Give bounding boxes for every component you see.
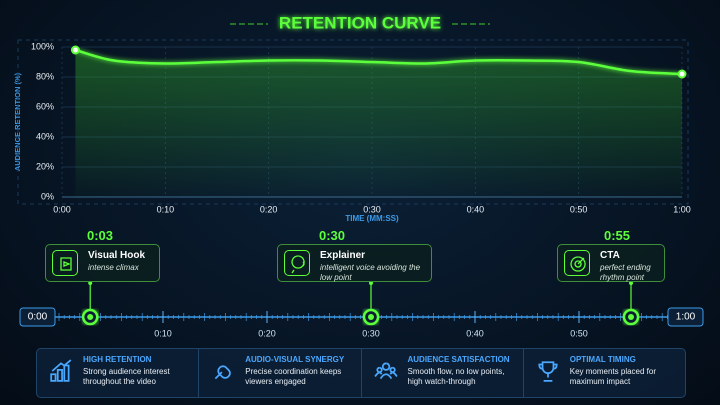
marker [628, 314, 634, 320]
callout-time: 0:55 [603, 228, 631, 243]
y-tick-label: 0% [41, 191, 54, 201]
timeline-endcap [667, 307, 704, 327]
feature-bar: HIGH RETENTION Strong audience interest t… [36, 348, 686, 398]
feature-icon [214, 365, 231, 380]
feature: AUDIO-VISUAL SYNERGY Precise coordination… [199, 349, 362, 397]
marker [87, 314, 94, 320]
icon [60, 257, 72, 271]
icon-shape [50, 359, 72, 382]
callout: Visual Hook intense climax [45, 244, 160, 282]
callout-time: 0:30 [318, 228, 346, 243]
end-point [70, 45, 80, 55]
callout-subtitle: intelligent voice avoiding the low point [320, 263, 421, 282]
feature: HIGH RETENTION Strong audience interest t… [37, 349, 200, 397]
x-tick-label: 0:40 [467, 204, 485, 214]
x-tick-label: 1:00 [673, 204, 691, 214]
y-tick-label: 60% [36, 101, 54, 111]
feature-icon [373, 362, 398, 380]
x-tick-label: 0:30 [363, 204, 381, 214]
marker [368, 314, 374, 320]
y-tick-label: 40% [36, 131, 54, 141]
feature-icon [50, 359, 72, 382]
feature-icon [538, 361, 558, 382]
timeline-tick-label: 0:40 [466, 328, 484, 338]
feature-text: Precise coordination keeps viewers engag… [245, 367, 342, 386]
icon-shape [60, 257, 72, 271]
timeline-tick-label: 0:10 [154, 328, 172, 338]
icon-shape [538, 361, 558, 382]
callout-title: Explainer [320, 250, 366, 261]
y-axis-label: AUDIENCE RETENTION (%) [13, 72, 22, 171]
timeline-tick-label: 0:50 [570, 328, 588, 338]
x-tick-label: 0:10 [157, 204, 175, 214]
timeline-endcap [19, 307, 56, 327]
icon-shape [373, 362, 398, 380]
x-tick-label: 0:20 [260, 204, 278, 214]
feature-title: AUDIENCE SATISFACTION [407, 355, 510, 364]
feature: AUDIENCE SATISFACTION Smooth flow, no low… [362, 349, 524, 397]
icon-shape [291, 255, 305, 274]
feature-text: Key moments placed for maximum impact [569, 367, 657, 386]
line [75, 48, 683, 76]
marker-dot [88, 281, 93, 285]
feature-title: HIGH RETENTION [83, 355, 152, 364]
icon [570, 256, 586, 272]
timeline-tick-label: 0:20 [258, 328, 276, 338]
y-tick-label: 80% [36, 71, 54, 81]
timeline-endcap-label: 1:00 [676, 312, 696, 323]
callout-subtitle: intense climax [88, 263, 139, 272]
x-tick-label: 0:50 [570, 204, 588, 214]
feature-text: Smooth flow, no low points, high watch-t… [407, 367, 505, 386]
callout-icon [52, 250, 78, 276]
y-tick-label: 20% [36, 161, 54, 171]
plot-frame [17, 39, 689, 205]
marker-dot [629, 281, 633, 285]
end-point [677, 69, 687, 79]
x-axis-label: TIME (MM:SS) [345, 214, 399, 223]
marker-dot [369, 281, 373, 285]
timeline-tick-label: 0:30 [362, 328, 380, 338]
callout-title: CTA [600, 250, 620, 261]
icon-shape [570, 256, 586, 272]
callout-icon [564, 250, 590, 276]
feature-text: Strong audience interest throughout the … [83, 367, 170, 386]
icon-shape [214, 365, 231, 380]
y-tick-label: 100% [31, 41, 54, 51]
feature-title: AUDIO-VISUAL SYNERGY [245, 355, 345, 364]
callout: Explainer intelligent voice avoiding the … [277, 244, 432, 282]
chart-title: RETENTION CURVE [279, 13, 441, 32]
timeline-endcap-label: 0:00 [28, 312, 48, 323]
callout: CTA perfect ending rhythm point [557, 244, 665, 282]
feature: OPTIMAL TIMING Key moments placed for max… [524, 349, 685, 397]
area [75, 50, 682, 197]
callout-time: 0:03 [86, 228, 114, 243]
callout-subtitle: perfect ending rhythm point [600, 263, 651, 282]
icon [291, 255, 305, 274]
x-tick-label: 0:00 [53, 204, 71, 214]
callout-title: Visual Hook [88, 250, 146, 261]
callout-icon [284, 250, 310, 276]
feature-title: OPTIMAL TIMING [569, 355, 636, 364]
